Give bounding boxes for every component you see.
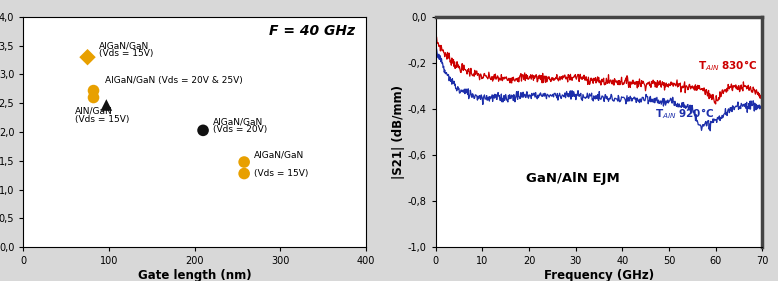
Text: AlN/GaN: AlN/GaN <box>75 107 113 116</box>
Text: GaN/AlN EJM: GaN/AlN EJM <box>526 172 620 185</box>
X-axis label: Gate length (nm): Gate length (nm) <box>138 269 251 281</box>
Point <box>197 128 209 133</box>
Text: (Vds = 20V): (Vds = 20V) <box>213 125 268 134</box>
Text: T$_{AlN}$ 830°C: T$_{AlN}$ 830°C <box>699 58 758 73</box>
Text: F = 40 GHz: F = 40 GHz <box>269 24 356 38</box>
Text: T$_{AlN}$ 920°C: T$_{AlN}$ 920°C <box>655 106 714 121</box>
X-axis label: Frequency (GHz): Frequency (GHz) <box>544 269 654 281</box>
Point <box>87 88 100 93</box>
Point <box>82 55 93 60</box>
Text: AlGaN/GaN: AlGaN/GaN <box>213 117 264 126</box>
Point <box>100 103 113 107</box>
Text: AlGaN/GaN (Vds = 20V & 25V): AlGaN/GaN (Vds = 20V & 25V) <box>104 76 243 85</box>
Point <box>238 160 251 164</box>
Text: (Vds = 15V): (Vds = 15V) <box>75 115 129 124</box>
Text: AlGaN/GaN: AlGaN/GaN <box>254 151 305 160</box>
Y-axis label: |S21| (dB/mm): |S21| (dB/mm) <box>392 85 405 179</box>
Text: (Vds = 15V): (Vds = 15V) <box>99 49 153 58</box>
Point <box>238 171 251 176</box>
Point <box>87 95 100 100</box>
Text: AlGaN/GaN: AlGaN/GaN <box>99 41 149 50</box>
Text: (Vds = 15V): (Vds = 15V) <box>254 169 309 178</box>
